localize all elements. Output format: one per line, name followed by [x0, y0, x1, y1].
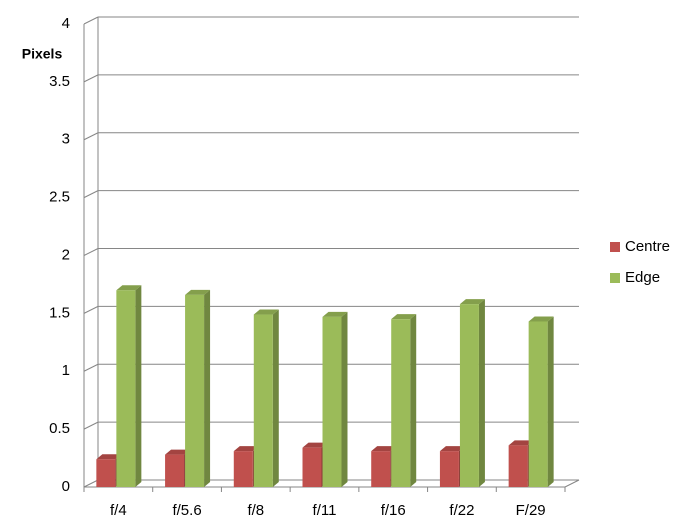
grid-line-side	[83, 421, 99, 430]
grid-line-side	[83, 132, 99, 141]
grid-line-side	[83, 16, 99, 25]
grid-line-side	[83, 363, 99, 372]
bar-side	[204, 289, 211, 487]
bar-side	[135, 285, 142, 487]
bar	[96, 459, 116, 487]
bar-top	[391, 314, 417, 320]
grid-line-side	[83, 74, 99, 83]
bar-side	[410, 314, 417, 487]
bar-top	[439, 446, 465, 452]
bar-top	[322, 311, 348, 317]
y-tick-label: 4	[62, 15, 70, 32]
bar-top	[185, 289, 211, 295]
bar-top	[233, 446, 259, 452]
bar-top	[508, 440, 534, 446]
bar-side	[341, 311, 348, 487]
legend-swatch	[610, 273, 620, 283]
legend-swatch	[610, 242, 620, 252]
x-tick-label: f/4	[110, 502, 127, 519]
bar-top	[302, 442, 328, 448]
bar	[508, 445, 528, 487]
x-tick-label: f/22	[449, 502, 474, 519]
bar	[528, 321, 548, 487]
bar	[322, 316, 342, 487]
bar	[233, 451, 253, 487]
y-tick-label: 3	[62, 131, 70, 148]
bar	[165, 454, 185, 487]
x-tick-label: f/5.6	[172, 502, 201, 519]
bar	[185, 294, 205, 487]
bar	[371, 451, 391, 487]
bar-top	[253, 309, 279, 315]
y-tick-label: 1.5	[49, 304, 70, 321]
bar-side	[478, 299, 485, 487]
bar	[116, 290, 136, 487]
legend-label: Centre	[625, 238, 670, 255]
grid-line-side	[83, 305, 99, 314]
y-tick-label: 2.5	[49, 189, 70, 206]
bar-top	[371, 446, 397, 452]
legend-label: Edge	[625, 269, 660, 286]
floor-side	[564, 479, 580, 488]
y-tick-label: 3.5	[49, 73, 70, 90]
bar	[391, 319, 411, 487]
bar-top	[459, 299, 485, 305]
bar-top	[96, 454, 122, 460]
bar	[439, 451, 459, 487]
bar	[253, 314, 273, 487]
bar	[302, 447, 322, 487]
y-tick-label: 0.5	[49, 420, 70, 437]
bar-side	[547, 316, 554, 487]
grid-line-side	[83, 248, 99, 256]
bar-top	[528, 316, 554, 322]
x-tick-label: f/11	[313, 502, 337, 519]
bar-side	[272, 309, 279, 487]
x-tick-label: F/29	[516, 502, 546, 519]
grid-line-side	[83, 479, 99, 488]
y-axis-label: Pixels	[22, 46, 63, 62]
bar-top	[165, 449, 191, 455]
x-tick-label: f/16	[381, 502, 406, 519]
y-tick-label: 0	[62, 478, 70, 495]
bar	[459, 304, 479, 487]
y-tick-label: 1	[62, 362, 70, 379]
bar-top	[116, 285, 142, 291]
x-tick-label: f/8	[247, 502, 264, 519]
y-tick-label: 2	[62, 246, 70, 263]
grid-line-side	[83, 190, 99, 199]
